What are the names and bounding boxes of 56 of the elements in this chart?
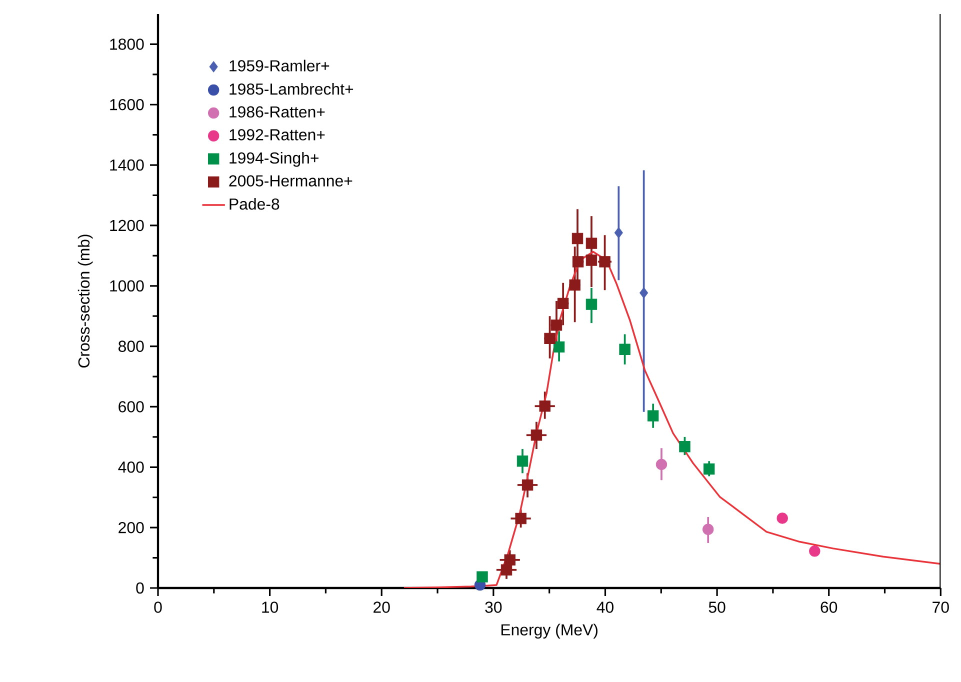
legend-label: 1994-Singh+: [230, 152, 318, 167]
point: [572, 256, 584, 268]
point: [515, 512, 526, 524]
point: [776, 512, 788, 524]
point: [614, 227, 623, 238]
y-tick-label: 0: [136, 582, 144, 594]
x-tick-label: 40: [596, 602, 614, 613]
y-tick-label: 200: [118, 522, 144, 534]
point: [553, 341, 565, 353]
y-tick-label: 1400: [110, 159, 144, 171]
point: [619, 344, 630, 355]
point: [476, 571, 488, 582]
y-tick-label: 1000: [110, 280, 144, 292]
x-tick-label: 10: [262, 602, 278, 613]
point: [530, 430, 542, 441]
x-tick-label: 50: [708, 602, 726, 613]
x-tick-label: 60: [820, 602, 838, 613]
point: [809, 546, 820, 557]
point: [516, 456, 528, 467]
y-axis-title: Cross-section (mb): [78, 234, 93, 368]
point: [586, 238, 598, 249]
point: [704, 463, 715, 475]
legend-label: 1959-Ramler+: [230, 60, 330, 72]
point: [569, 279, 580, 291]
point: [572, 232, 584, 244]
point: [504, 554, 516, 566]
point: [702, 524, 714, 535]
x-axis-title: Energy (MeV): [501, 624, 598, 639]
point: [557, 298, 569, 310]
legend-label: 1992-Ratten+: [230, 129, 325, 140]
point: [656, 458, 668, 470]
legend-label: 1985-Lambrecht+: [230, 83, 354, 95]
point: [500, 564, 512, 576]
x-tick-label: 30: [485, 602, 502, 613]
x-tick-label: 20: [374, 602, 390, 613]
line-series: [403, 250, 941, 588]
x-tick-label: 0: [154, 602, 162, 613]
y-tick-label: 1200: [110, 220, 144, 232]
legend-label: Pade-8: [230, 198, 280, 210]
point: [647, 410, 659, 422]
y-tick-label: 600: [118, 401, 144, 412]
point: [586, 298, 598, 310]
point: [539, 400, 550, 412]
y-tick-label: 1600: [110, 98, 144, 110]
legend-label: 1986-Ratten+: [230, 106, 325, 118]
point: [640, 287, 648, 298]
x-tick-label: 70: [932, 602, 949, 613]
legend-label: 2005-Hermanne+: [229, 175, 352, 186]
y-tick-label: 400: [118, 462, 144, 473]
point: [522, 479, 534, 491]
point: [586, 254, 598, 266]
y-tick-label: 800: [118, 340, 144, 352]
y-tick-label: 1800: [110, 38, 144, 50]
point: [544, 332, 556, 344]
point: [679, 441, 690, 452]
point: [550, 320, 562, 331]
